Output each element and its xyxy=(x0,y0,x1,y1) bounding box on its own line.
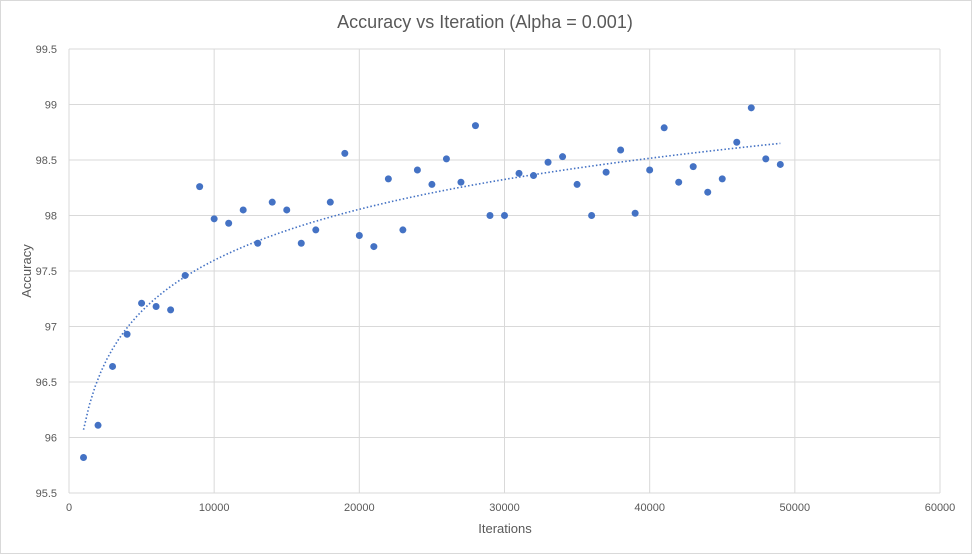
data-point xyxy=(167,306,175,314)
data-point xyxy=(384,175,392,183)
data-point xyxy=(747,104,755,112)
data-point xyxy=(94,421,102,429)
data-point xyxy=(355,231,363,239)
x-tick-label: 0 xyxy=(66,502,72,514)
data-point xyxy=(457,178,465,186)
gridlines xyxy=(68,48,941,494)
data-point xyxy=(341,149,349,157)
data-point xyxy=(80,453,88,461)
x-tick-label: 20000 xyxy=(344,502,375,514)
data-point xyxy=(399,226,407,234)
data-point xyxy=(776,160,784,168)
x-tick-label: 40000 xyxy=(634,502,665,514)
y-tick-label: 98 xyxy=(45,211,57,223)
y-tick-label: 99.5 xyxy=(36,44,57,56)
data-point xyxy=(370,243,378,251)
data-point xyxy=(733,138,741,146)
data-point xyxy=(442,155,450,163)
y-tick-label: 98.5 xyxy=(36,155,57,167)
data-point xyxy=(123,330,131,338)
data-point xyxy=(689,163,697,171)
data-point xyxy=(588,212,596,219)
data-point xyxy=(617,146,625,154)
data-point xyxy=(471,122,479,130)
y-axis-label: Accuracy xyxy=(19,244,34,298)
data-point xyxy=(646,166,654,174)
data-point xyxy=(660,124,668,132)
data-point xyxy=(501,212,508,219)
data-point xyxy=(326,198,334,206)
data-point xyxy=(675,178,683,186)
data-point xyxy=(138,299,146,307)
chart-title: Accuracy vs Iteration (Alpha = 0.001) xyxy=(337,12,633,32)
data-point xyxy=(602,168,610,176)
data-point xyxy=(109,362,117,370)
data-point xyxy=(573,180,581,188)
y-tick-label: 97 xyxy=(45,322,57,334)
trendline-layer xyxy=(82,142,781,430)
data-point xyxy=(559,153,567,161)
data-point xyxy=(544,158,552,166)
data-point xyxy=(428,180,436,188)
data-point xyxy=(210,215,218,223)
data-point xyxy=(268,198,276,206)
data-point xyxy=(152,303,160,311)
x-tick-label: 10000 xyxy=(199,502,230,514)
data-point xyxy=(196,183,204,191)
data-point xyxy=(515,169,523,177)
y-tick-label: 96.5 xyxy=(36,377,57,389)
data-point xyxy=(312,226,320,234)
x-axis-label: Iterations xyxy=(478,521,532,536)
y-tick-label: 95.5 xyxy=(36,488,57,500)
data-point xyxy=(718,175,726,183)
data-point xyxy=(704,188,712,196)
data-point xyxy=(254,239,262,247)
x-tick-label: 30000 xyxy=(489,502,520,514)
y-tick-label: 97.5 xyxy=(36,266,57,278)
data-point xyxy=(283,206,291,214)
data-point xyxy=(762,155,770,163)
data-points xyxy=(80,104,784,461)
x-tick-label: 60000 xyxy=(925,502,956,514)
data-point xyxy=(225,219,233,227)
data-point xyxy=(297,239,305,247)
x-tick-label: 50000 xyxy=(780,502,811,514)
data-point xyxy=(181,271,189,279)
data-point xyxy=(239,206,247,214)
y-tick-label: 96 xyxy=(45,433,57,445)
data-point xyxy=(486,212,494,219)
axes: 95.5 96 96.5 97 97.5 98 98.5 99 99.5 0 10000 20000 3… xyxy=(36,44,956,514)
data-point xyxy=(530,172,538,180)
data-point xyxy=(631,209,639,217)
data-point xyxy=(413,166,421,174)
y-tick-label: 99 xyxy=(45,100,57,112)
trendline xyxy=(82,142,781,430)
